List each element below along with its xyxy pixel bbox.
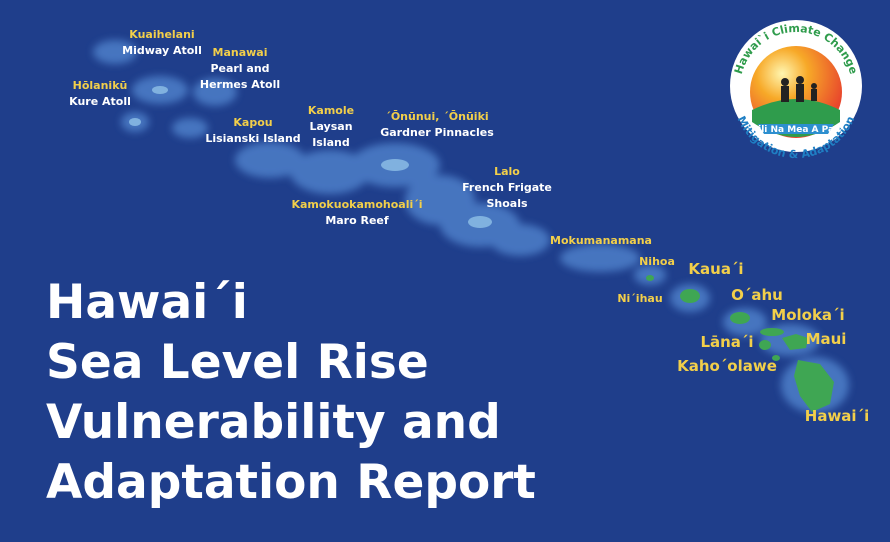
english-name: Midway Atoll bbox=[122, 44, 202, 57]
hawaiian-name: ´Ōnūnui, ´Ōnūiki bbox=[385, 110, 488, 123]
hawaiian-name: Ni´ihau bbox=[617, 292, 662, 305]
place-label: Lalo French Frigate Shoals bbox=[462, 165, 552, 210]
place-label: Kapou Lisianski Island bbox=[205, 116, 300, 145]
english-name: French Frigate bbox=[462, 181, 552, 194]
english-name: Lisianski Island bbox=[205, 132, 300, 145]
place-label: Kaho´olawe bbox=[677, 357, 777, 375]
place-label: Moloka´i bbox=[771, 306, 844, 324]
place-label: Hōlanikū Kure Atoll bbox=[69, 79, 131, 108]
place-label: Kamokuokamohoali´i Maro Reef bbox=[291, 198, 422, 227]
place-label: Kaua´i bbox=[688, 260, 743, 278]
logo: Hawai`i Climate Change Mitigation & Adap… bbox=[730, 20, 862, 161]
english-name: Kure Atoll bbox=[69, 95, 131, 108]
logo-banner: Pili Na Mea A Pau bbox=[752, 125, 841, 135]
english-name: Shoals bbox=[486, 197, 528, 210]
title-line: Sea Level Rise bbox=[46, 335, 429, 390]
hawaiian-name: Kaho´olawe bbox=[677, 357, 777, 375]
place-label: Nihoa bbox=[639, 255, 675, 268]
english-name: Hermes Atoll bbox=[200, 78, 280, 91]
hawaiian-name: Hawai´i bbox=[805, 407, 869, 425]
hawaiian-name: Kapou bbox=[233, 116, 272, 129]
english-name: Gardner Pinnacles bbox=[380, 126, 494, 139]
hawaiian-name: Maui bbox=[806, 330, 847, 348]
reefs bbox=[129, 86, 492, 228]
title-line: Vulnerability and bbox=[46, 395, 501, 450]
english-name: Island bbox=[312, 136, 350, 149]
hawaiian-name: Lāna´i bbox=[700, 333, 753, 351]
place-label: Kamole Laysan Island bbox=[308, 104, 354, 149]
english-name: Pearl and bbox=[210, 62, 269, 75]
place-label: Manawai Pearl and Hermes Atoll bbox=[200, 46, 280, 91]
hawaiian-name: Kuaihelani bbox=[129, 28, 194, 41]
title-line: Adaptation Report bbox=[46, 455, 536, 510]
hawaiian-name: Lalo bbox=[494, 165, 520, 178]
place-label: Mokumanamana bbox=[550, 234, 652, 247]
hawaiian-name: Nihoa bbox=[639, 255, 675, 268]
hawaiian-name: Hōlanikū bbox=[73, 79, 128, 92]
place-label: Lāna´i bbox=[700, 333, 753, 351]
hawaiian-name: O´ahu bbox=[731, 286, 783, 304]
hawaiian-name: Manawai bbox=[213, 46, 268, 59]
place-label: Maui bbox=[806, 330, 847, 348]
title-line: Hawai´i bbox=[46, 275, 248, 330]
hawaiian-name: Moloka´i bbox=[771, 306, 844, 324]
place-label: Ni´ihau bbox=[617, 292, 662, 305]
english-name: Maro Reef bbox=[325, 214, 389, 227]
hawaiian-name: Kaua´i bbox=[688, 260, 743, 278]
main-islands bbox=[646, 275, 834, 412]
place-labels: Kuaihelani Midway Atoll Hōlanikū Kure Atoll… bbox=[69, 28, 869, 425]
hawaiian-name: Kamokuokamohoali´i bbox=[291, 198, 422, 211]
english-name: Laysan bbox=[309, 120, 352, 133]
hawaiian-name: Mokumanamana bbox=[550, 234, 652, 247]
place-label: Kuaihelani Midway Atoll bbox=[122, 28, 202, 57]
hawaiian-name: Kamole bbox=[308, 104, 354, 117]
place-label: ´Ōnūnui, ´Ōnūiki Gardner Pinnacles bbox=[380, 110, 494, 139]
place-label: O´ahu bbox=[731, 286, 783, 304]
place-label: Hawai´i bbox=[805, 407, 869, 425]
